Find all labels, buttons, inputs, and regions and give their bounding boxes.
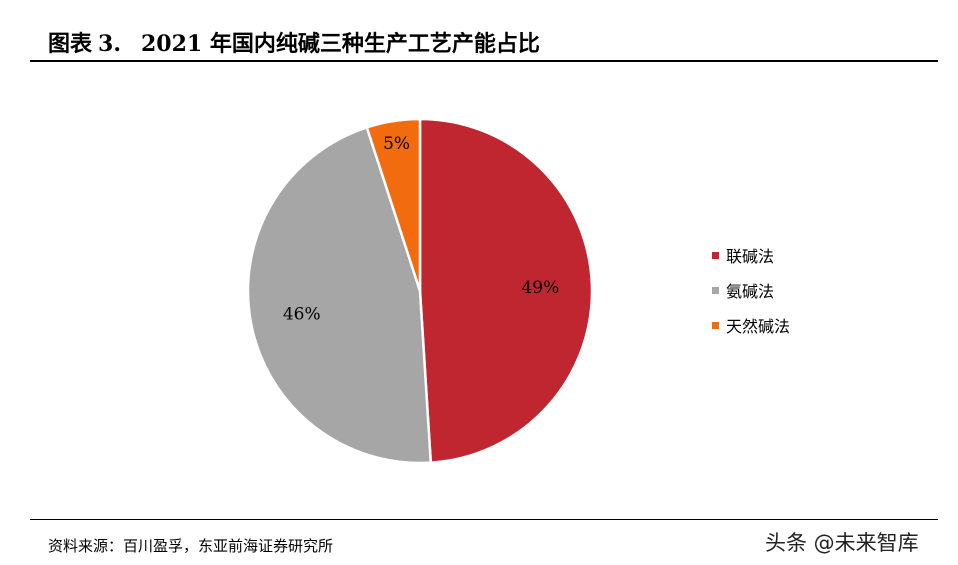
legend-label-3: 天然碱法 bbox=[726, 317, 790, 336]
pie-slice-2 bbox=[246, 126, 433, 465]
figure-title-text: 2021 年国内纯碱三种生产工艺产能占比 bbox=[140, 31, 540, 57]
legend-label-1: 联碱法 bbox=[726, 247, 774, 266]
figure-title: 图表 3. 2021 年国内纯碱三种生产工艺产能占比 bbox=[48, 26, 540, 58]
data-label-1: 49% bbox=[521, 278, 559, 298]
figure-number: 3. bbox=[98, 31, 121, 57]
legend-swatch-1 bbox=[712, 252, 719, 259]
source-rule bbox=[30, 519, 938, 520]
figure-label: 图表 bbox=[48, 31, 93, 57]
pie-slices bbox=[246, 117, 594, 465]
data-label-2: 46% bbox=[283, 305, 321, 325]
legend-label-2: 氨碱法 bbox=[726, 282, 774, 301]
data-labels: 49% 46% 5% bbox=[283, 134, 559, 324]
source-note: 资料来源：百川盈孚，东亚前海证券研究所 bbox=[48, 537, 334, 555]
pie-slice-1 bbox=[418, 117, 594, 464]
title-rule bbox=[30, 60, 938, 62]
legend-swatch-2 bbox=[712, 287, 719, 294]
watermark: 头条 @未来智库 bbox=[765, 531, 919, 555]
legend-swatch-3 bbox=[712, 322, 719, 329]
pie-slice-3 bbox=[365, 117, 422, 293]
data-label-3: 5% bbox=[383, 134, 410, 154]
